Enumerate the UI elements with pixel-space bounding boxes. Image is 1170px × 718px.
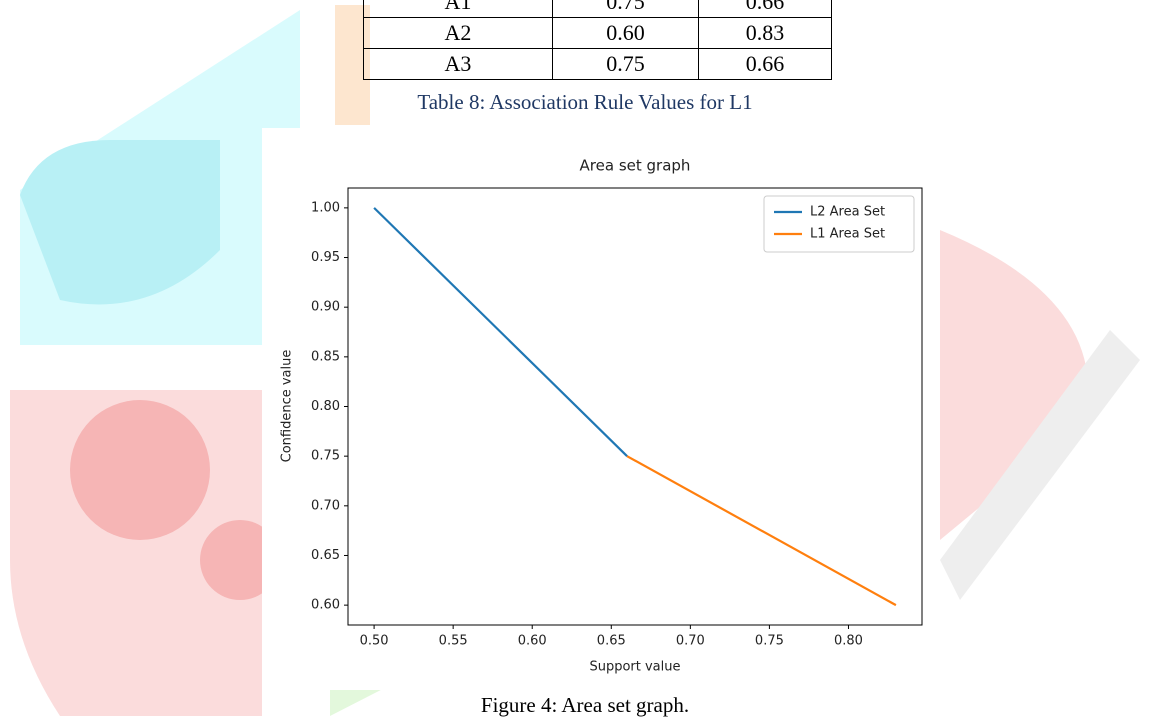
y-tick-label: 0.60 [311,598,340,613]
cell: 0.66 [699,49,832,80]
chart: Area set graph Support value Confidence … [262,128,940,690]
y-tick-label: 0.75 [311,449,340,464]
x-tick-label: 0.75 [755,634,784,649]
y-tick-label: 1.00 [311,200,340,215]
x-tick-label: 0.70 [676,634,705,649]
figure-caption: Figure 4: Area set graph. [0,693,1170,718]
table-caption: Table 8: Association Rule Values for L1 [0,90,1170,115]
legend-label: L1 Area Set [810,227,885,242]
legend-label: L2 Area Set [810,205,885,220]
y-tick-label: 0.85 [311,349,340,364]
y-tick-label: 0.90 [311,300,340,315]
cell: A3 [364,49,553,80]
y-tick-label: 0.70 [311,498,340,513]
x-axis-label: Support value [589,660,680,675]
x-tick-label: 0.55 [439,634,468,649]
watermark-shape [70,400,210,540]
y-tick-label: 0.65 [311,548,340,563]
cell: 0.75 [553,0,699,18]
cell: 0.75 [553,49,699,80]
y-tick-label: 0.80 [311,399,340,414]
cell: A1 [364,0,553,18]
x-tick-label: 0.80 [834,634,863,649]
y-axis-label: Confidence value [280,350,295,463]
x-tick-label: 0.50 [360,634,389,649]
cell: A2 [364,18,553,49]
chart-title: Area set graph [580,157,691,175]
x-tick-label: 0.60 [518,634,547,649]
y-tick-label: 0.95 [311,250,340,265]
page: {"table": {"rows": [["A1", "0.75", "0.66… [0,0,1170,716]
cell: 0.66 [699,0,832,18]
x-tick-label: 0.65 [597,634,626,649]
cell: 0.83 [699,18,832,49]
cell: 0.60 [553,18,699,49]
